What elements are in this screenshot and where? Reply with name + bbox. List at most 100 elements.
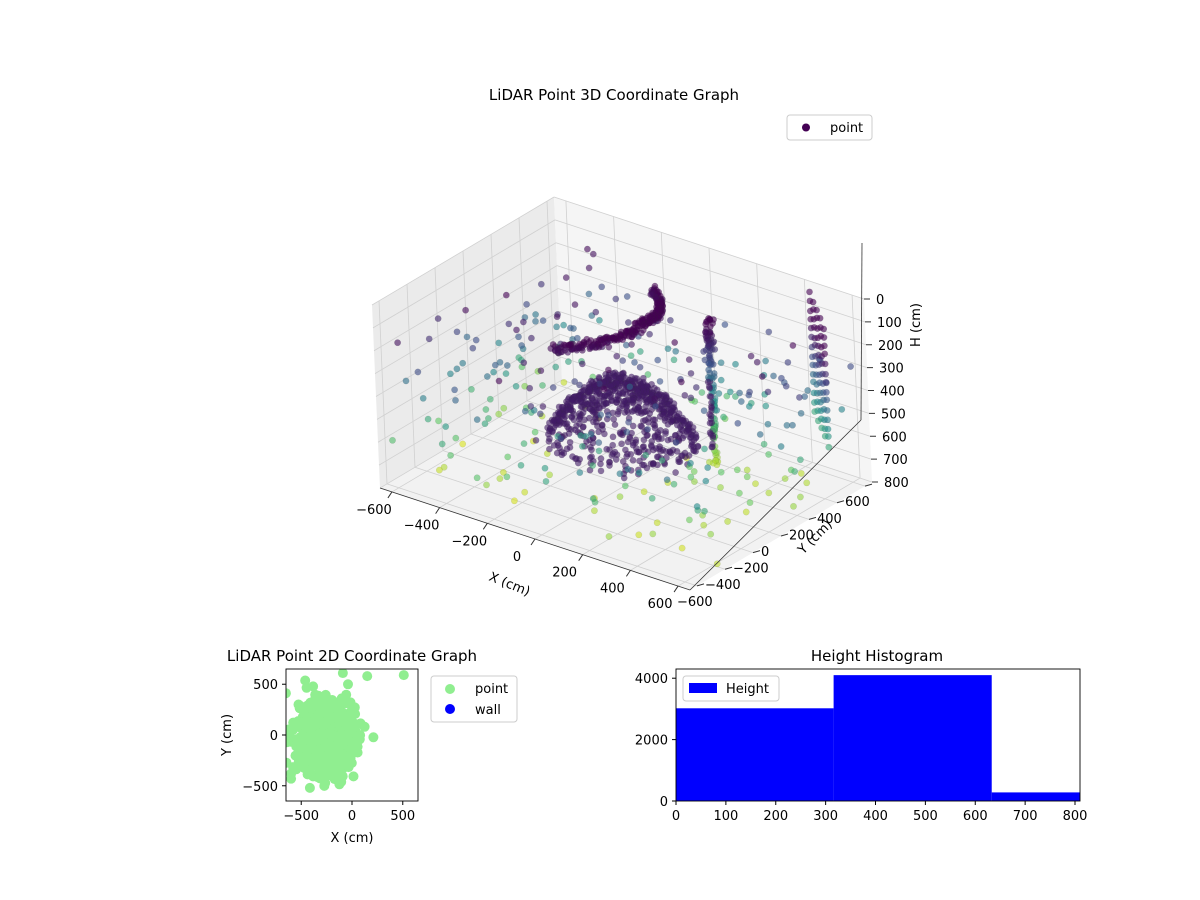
height-histogram: Height Histogram 0 100 200 300 400 500 600 700 8… (635, 647, 1088, 824)
data-point-3d (790, 502, 797, 510)
grid-y-floor (386, 483, 698, 587)
x-tick (625, 570, 631, 577)
data-point-3d (821, 360, 829, 368)
data-point-3d (603, 445, 611, 453)
data-point-3d (519, 318, 527, 326)
data-point-3d (687, 459, 694, 467)
y-tick-label: −200 (733, 562, 769, 577)
data-point-3d (742, 508, 750, 516)
data-point-3d (648, 443, 656, 451)
data-point-3d (553, 313, 561, 321)
data-point-3d (586, 345, 594, 353)
data-point-3d (612, 295, 620, 303)
data-point-3d (562, 274, 570, 282)
data-point-3d (736, 389, 744, 397)
grid-z-left (378, 356, 562, 466)
data-point-3d (673, 421, 681, 429)
x-tick-label: 400 (600, 581, 625, 596)
data-point-3d (701, 356, 709, 364)
data-point-3d (820, 342, 828, 350)
z-tick-label: 300 (879, 362, 904, 377)
data-point-3d (743, 466, 751, 474)
data-point-3d (481, 420, 489, 428)
data-point-3d (595, 439, 603, 447)
data-point-3d (553, 323, 561, 331)
data-point-3d (502, 291, 510, 299)
z-tick-label: 400 (880, 385, 905, 400)
data-point-3d (737, 398, 745, 405)
y-tick-label: 4000 (635, 672, 668, 687)
data-point-3d (589, 250, 597, 258)
data-point-3d (577, 398, 585, 406)
data-point-3d (472, 336, 480, 344)
data-point-2d (286, 768, 297, 779)
data-point-3d (462, 306, 470, 314)
data-point-3d (590, 381, 598, 388)
data-point-3d (502, 370, 510, 378)
y-tick (836, 500, 845, 504)
data-point-3d (795, 393, 803, 401)
data-point-3d (820, 334, 828, 341)
data-point-3d (700, 521, 708, 529)
data-point-3d (717, 468, 725, 476)
data-point-2d (303, 716, 314, 727)
y-tick (696, 583, 705, 587)
data-point-2d (344, 720, 355, 730)
data-point-3d (797, 409, 805, 417)
data-point-3d (453, 328, 461, 336)
data-point-3d (734, 419, 742, 427)
z-tick-label: 800 (884, 476, 909, 491)
x-tick-label: −200 (451, 534, 487, 549)
x-tick (387, 491, 393, 499)
x-tick (530, 538, 536, 546)
hist-bars (676, 675, 1080, 801)
data-point-3d (647, 291, 655, 298)
data-point-3d (592, 308, 600, 316)
data-point-3d (517, 461, 525, 469)
data-point-3d (503, 362, 511, 369)
data-point-2d (313, 690, 324, 701)
data-point-3d (765, 450, 773, 458)
scatter-3d-chart: LiDAR Point 3D Coordinate Graph −600 −400… (356, 86, 924, 612)
data-point-3d (752, 480, 759, 488)
data-point-3d (560, 321, 568, 329)
data-point-3d (629, 422, 637, 430)
data-point-2d (293, 750, 304, 761)
data-point-3d (777, 443, 785, 450)
data-point-3d (816, 314, 824, 322)
data-point-3d (671, 339, 679, 346)
data-point-2d (297, 760, 308, 771)
data-point-2d (337, 771, 348, 782)
data-point-3d (609, 433, 617, 441)
grid-z-left (376, 311, 560, 420)
data-point-3d (678, 544, 686, 552)
data-point-3d (627, 352, 635, 360)
data-point-3d (537, 367, 545, 375)
data-point-3d (438, 440, 446, 448)
data-point-2d (301, 682, 312, 693)
data-point-3d (692, 383, 700, 391)
data-point-3d (532, 436, 540, 444)
data-point-3d (624, 438, 632, 446)
data-point-3d (636, 363, 644, 371)
x-tick-label: 0 (513, 550, 521, 565)
data-point-3d (542, 477, 550, 485)
data-point-3d (612, 396, 620, 404)
data-point-3d (549, 384, 557, 391)
data-point-2d (292, 734, 302, 745)
hist-legend-box (682, 675, 780, 702)
data-point-3d (663, 476, 671, 484)
data-point-3d (552, 363, 560, 371)
data-point-3d (690, 468, 698, 475)
x-tick-label: −500 (283, 809, 319, 824)
data-point-3d (653, 519, 661, 527)
data-point-2d (368, 732, 379, 743)
data-point-3d (821, 350, 829, 358)
data-point-3d (545, 445, 553, 453)
data-point-3d (637, 422, 645, 430)
data-point-3d (624, 319, 632, 326)
data-point-3d (824, 416, 832, 424)
data-point-3d (597, 460, 604, 468)
data-point-3d (623, 293, 631, 300)
data-point-3d (838, 405, 846, 413)
